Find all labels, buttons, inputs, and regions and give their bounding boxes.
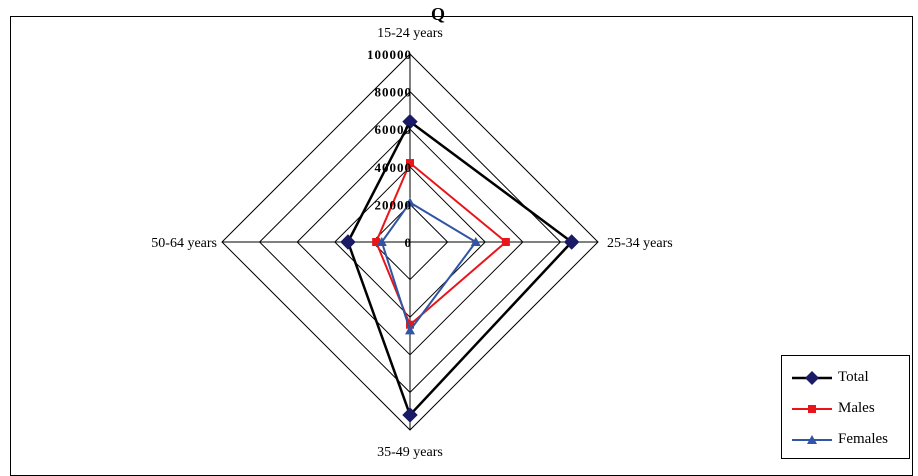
point-females-1 bbox=[470, 237, 481, 246]
point-males-2 bbox=[406, 320, 414, 329]
category-label-1: 25-34 years bbox=[607, 236, 673, 251]
chart-title: Q bbox=[431, 4, 446, 24]
tick-label-80000: 80000 bbox=[375, 85, 413, 100]
point-total-0 bbox=[402, 113, 418, 130]
series-line-males bbox=[375, 161, 508, 327]
radar-chart: 0 20000 40000 60000 80000 100000 15-24 years 2… bbox=[151, 26, 672, 460]
legend-label-females: Females bbox=[838, 431, 888, 447]
point-total-2 bbox=[402, 407, 418, 423]
point-males-1 bbox=[501, 238, 510, 246]
legend-label-total: Total bbox=[838, 369, 869, 385]
point-females-0 bbox=[405, 197, 415, 207]
radial-tick-labels: 0 20000 40000 60000 80000 100000 bbox=[367, 47, 413, 250]
series-layer bbox=[340, 113, 580, 423]
legend-item-males: Males bbox=[788, 397, 908, 421]
tick-label-20000: 20000 bbox=[375, 197, 413, 212]
category-label-0: 15-24 years bbox=[377, 26, 443, 41]
point-females-2 bbox=[405, 325, 415, 335]
legend-swatch-males bbox=[792, 405, 832, 413]
tick-label-40000: 40000 bbox=[375, 160, 413, 175]
category-label-3: 50-64 years bbox=[151, 236, 217, 251]
tick-label-0: 0 bbox=[405, 235, 413, 250]
chart-frame: Q bbox=[10, 4, 913, 476]
point-females-3 bbox=[376, 237, 387, 246]
legend-label-males: Males bbox=[838, 400, 875, 416]
point-males-3 bbox=[372, 238, 381, 246]
legend-item-total: Total bbox=[788, 366, 908, 390]
legend-swatch-females bbox=[792, 435, 832, 444]
legend-swatch-total bbox=[792, 371, 832, 385]
point-males-0 bbox=[406, 159, 414, 168]
category-labels: 15-24 years 25-34 years 35-49 years 50-64 y… bbox=[151, 26, 672, 460]
legend: Total Males Females bbox=[781, 355, 910, 459]
point-total-3 bbox=[340, 234, 356, 250]
tick-label-100000: 100000 bbox=[367, 47, 412, 62]
series-line-females bbox=[380, 201, 478, 333]
tick-label-60000: 60000 bbox=[375, 122, 413, 137]
category-label-2: 35-49 years bbox=[377, 445, 443, 460]
legend-item-females: Females bbox=[788, 428, 908, 452]
point-total-1 bbox=[563, 234, 580, 250]
